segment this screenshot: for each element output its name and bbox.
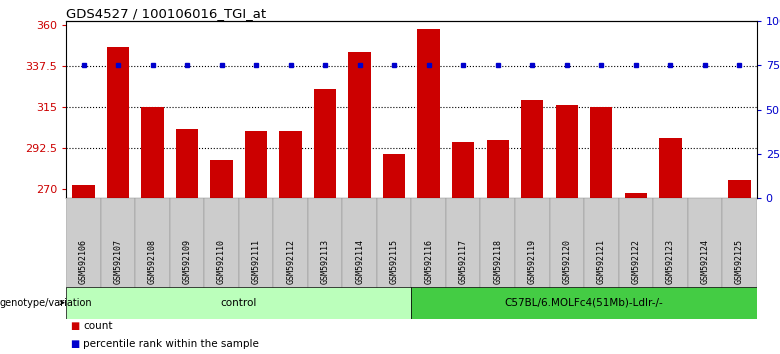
Text: GSM592113: GSM592113 bbox=[321, 239, 330, 284]
Text: GSM592107: GSM592107 bbox=[114, 239, 122, 284]
Bar bbox=[549, 198, 584, 289]
Text: GSM592119: GSM592119 bbox=[528, 239, 537, 284]
Bar bbox=[245, 131, 268, 198]
Bar bbox=[452, 142, 474, 198]
Text: GSM592124: GSM592124 bbox=[700, 239, 709, 284]
Text: genotype/variation: genotype/variation bbox=[0, 298, 93, 308]
Bar bbox=[349, 52, 371, 198]
Bar bbox=[584, 198, 619, 289]
Text: GSM592110: GSM592110 bbox=[217, 239, 226, 284]
Bar bbox=[412, 198, 446, 289]
Bar bbox=[417, 29, 440, 198]
Text: percentile rank within the sample: percentile rank within the sample bbox=[83, 339, 259, 349]
Bar bbox=[377, 198, 412, 289]
Bar bbox=[480, 198, 515, 289]
Bar bbox=[308, 198, 342, 289]
Bar bbox=[555, 105, 578, 198]
Bar bbox=[66, 287, 412, 319]
Bar bbox=[211, 160, 233, 198]
Bar bbox=[273, 198, 308, 289]
Text: control: control bbox=[221, 298, 257, 308]
Bar bbox=[101, 198, 136, 289]
Bar bbox=[722, 198, 757, 289]
Text: GSM592112: GSM592112 bbox=[286, 239, 295, 284]
Text: ■: ■ bbox=[70, 339, 80, 349]
Bar bbox=[728, 180, 750, 198]
Text: GSM592116: GSM592116 bbox=[424, 239, 433, 284]
Bar bbox=[176, 129, 198, 198]
Bar bbox=[66, 198, 101, 289]
Text: GSM592123: GSM592123 bbox=[666, 239, 675, 284]
Text: GSM592115: GSM592115 bbox=[390, 239, 399, 284]
Bar bbox=[590, 107, 612, 198]
Text: GSM592125: GSM592125 bbox=[735, 239, 744, 284]
Bar bbox=[342, 198, 377, 289]
Text: GSM592109: GSM592109 bbox=[183, 239, 192, 284]
Bar bbox=[107, 47, 129, 198]
Text: C57BL/6.MOLFc4(51Mb)-Ldlr-/-: C57BL/6.MOLFc4(51Mb)-Ldlr-/- bbox=[505, 298, 664, 308]
Text: GSM592120: GSM592120 bbox=[562, 239, 571, 284]
Bar bbox=[136, 198, 170, 289]
Bar bbox=[521, 100, 544, 198]
Text: GDS4527 / 100106016_TGI_at: GDS4527 / 100106016_TGI_at bbox=[66, 7, 267, 20]
Text: GSM592106: GSM592106 bbox=[79, 239, 88, 284]
Bar bbox=[73, 185, 95, 198]
Text: GSM592108: GSM592108 bbox=[148, 239, 157, 284]
Bar bbox=[625, 193, 647, 198]
Bar bbox=[653, 198, 688, 289]
Bar bbox=[239, 198, 273, 289]
Text: GSM592117: GSM592117 bbox=[459, 239, 468, 284]
Bar bbox=[314, 89, 336, 198]
Bar bbox=[170, 198, 204, 289]
Bar bbox=[619, 198, 653, 289]
Bar bbox=[659, 138, 682, 198]
Bar bbox=[688, 198, 722, 289]
Text: ■: ■ bbox=[70, 321, 80, 331]
Bar bbox=[446, 198, 480, 289]
Bar bbox=[204, 198, 239, 289]
Bar bbox=[412, 287, 757, 319]
Text: GSM592118: GSM592118 bbox=[493, 239, 502, 284]
Bar bbox=[279, 131, 302, 198]
Bar bbox=[515, 198, 549, 289]
Text: GSM592114: GSM592114 bbox=[355, 239, 364, 284]
Text: GSM592111: GSM592111 bbox=[252, 239, 261, 284]
Text: count: count bbox=[83, 321, 113, 331]
Text: GSM592122: GSM592122 bbox=[631, 239, 640, 284]
Bar bbox=[693, 198, 716, 202]
Bar bbox=[487, 140, 509, 198]
Bar bbox=[383, 154, 406, 198]
Bar bbox=[141, 107, 164, 198]
Text: GSM592121: GSM592121 bbox=[597, 239, 606, 284]
